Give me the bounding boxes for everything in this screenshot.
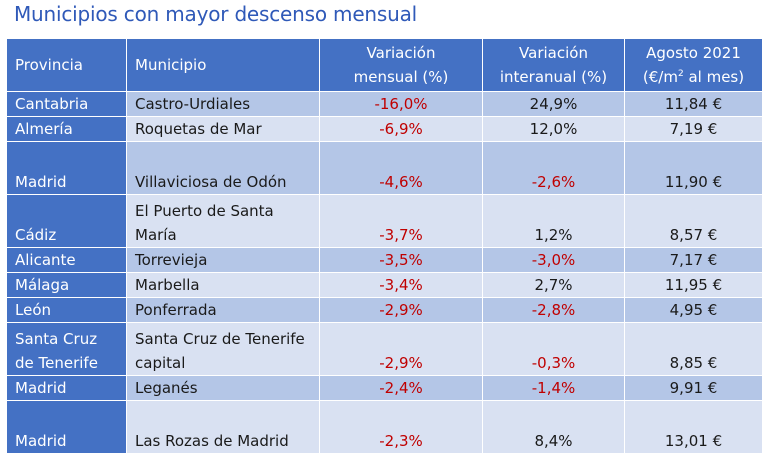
cell-municipio: Santa Cruz de Tenerife capital bbox=[126, 322, 320, 376]
cell-variacion-mensual: -16,0% bbox=[319, 91, 483, 117]
header-variacion-interanual-line1: Variación bbox=[519, 44, 588, 62]
cell-variacion-interanual: -1,4% bbox=[482, 375, 625, 401]
cell-variacion-interanual: 8,4% bbox=[482, 400, 625, 454]
cell-variacion-mensual: -3,7% bbox=[319, 194, 483, 248]
table-title: Municipios con mayor descenso mensual bbox=[14, 2, 418, 26]
cell-municipio: El Puerto de Santa María bbox=[126, 194, 320, 248]
header-agosto-unit-b: al mes) bbox=[683, 68, 745, 86]
cell-variacion-interanual: -0,3% bbox=[482, 322, 625, 376]
cell-provincia: Madrid bbox=[6, 375, 127, 401]
cell-precio: 8,85 € bbox=[624, 322, 763, 376]
cell-municipio: Roquetas de Mar bbox=[126, 116, 320, 142]
cell-precio: 7,17 € bbox=[624, 247, 763, 273]
header-municipio: Municipio bbox=[126, 38, 320, 92]
cell-precio: 7,19 € bbox=[624, 116, 763, 142]
cell-municipio: Ponferrada bbox=[126, 297, 320, 323]
table-row: Alicante Torrevieja -3,5% -3,0% 7,17 € bbox=[6, 247, 763, 273]
cell-provincia: Cádiz bbox=[6, 194, 127, 248]
cell-variacion-interanual: 12,0% bbox=[482, 116, 625, 142]
cell-variacion-mensual: -6,9% bbox=[319, 116, 483, 142]
header-variacion-mensual-line2: mensual (%) bbox=[353, 68, 449, 86]
table-row: Almería Roquetas de Mar -6,9% 12,0% 7,19 € bbox=[6, 116, 763, 142]
cell-municipio: Castro-Urdiales bbox=[126, 91, 320, 117]
cell-provincia: Madrid bbox=[6, 400, 127, 454]
header-variacion-interanual: Variación interanual (%) bbox=[482, 38, 625, 92]
cell-municipio: Villaviciosa de Odón bbox=[126, 141, 320, 195]
cell-municipio: Marbella bbox=[126, 272, 320, 298]
table-body: Cantabria Castro-Urdiales -16,0% 24,9% 11,84… bbox=[6, 91, 763, 454]
header-variacion-mensual: Variación mensual (%) bbox=[319, 38, 483, 92]
header-agosto-unit-sup: 2 bbox=[677, 69, 684, 79]
cell-municipio: Las Rozas de Madrid bbox=[126, 400, 320, 454]
cell-variacion-mensual: -3,5% bbox=[319, 247, 483, 273]
cell-provincia: Alicante bbox=[6, 247, 127, 273]
cell-provincia: León bbox=[6, 297, 127, 323]
cell-variacion-mensual: -3,4% bbox=[319, 272, 483, 298]
cell-precio: 11,84 € bbox=[624, 91, 763, 117]
cell-municipio: Leganés bbox=[126, 375, 320, 401]
table-row: Madrid Las Rozas de Madrid -2,3% 8,4% 13,01 … bbox=[6, 400, 763, 454]
table-row: León Ponferrada -2,9% -2,8% 4,95 € bbox=[6, 297, 763, 323]
header-variacion-interanual-line2: interanual (%) bbox=[499, 68, 608, 86]
table-row: Madrid Villaviciosa de Odón -4,6% -2,6% 11,9… bbox=[6, 141, 763, 195]
cell-variacion-mensual: -2,4% bbox=[319, 375, 483, 401]
cell-precio: 11,90 € bbox=[624, 141, 763, 195]
header-variacion-mensual-line1: Variación bbox=[366, 44, 436, 62]
cell-precio: 13,01 € bbox=[624, 400, 763, 454]
cell-provincia: Almería bbox=[6, 116, 127, 142]
header-agosto-line1: Agosto 2021 bbox=[646, 44, 741, 62]
cell-provincia: Santa Cruz de Tenerife bbox=[6, 322, 127, 376]
cell-variacion-mensual: -2,9% bbox=[319, 297, 483, 323]
cell-precio: 9,91 € bbox=[624, 375, 763, 401]
cell-variacion-interanual: 24,9% bbox=[482, 91, 625, 117]
header-row: Provincia Municipio Variación mensual (%… bbox=[6, 38, 763, 92]
header-agosto-unit-a: (€/m bbox=[642, 68, 678, 86]
cell-variacion-interanual: 1,2% bbox=[482, 194, 625, 248]
cell-precio: 8,57 € bbox=[624, 194, 763, 248]
header-agosto-2021: Agosto 2021 (€/m2 al mes) bbox=[624, 38, 763, 92]
table-row: Cádiz El Puerto de Santa María -3,7% 1,2% 8,… bbox=[6, 194, 763, 248]
cell-variacion-interanual: -2,8% bbox=[482, 297, 625, 323]
cell-provincia: Madrid bbox=[6, 141, 127, 195]
cell-provincia: Cantabria bbox=[6, 91, 127, 117]
cell-municipio: Torrevieja bbox=[126, 247, 320, 273]
cell-variacion-interanual: 2,7% bbox=[482, 272, 625, 298]
cell-variacion-interanual: -2,6% bbox=[482, 141, 625, 195]
cell-variacion-interanual: -3,0% bbox=[482, 247, 625, 273]
header-agosto-line2: (€/m2 al mes) bbox=[633, 65, 754, 89]
table-row: Santa Cruz de Tenerife Santa Cruz de Tene… bbox=[6, 322, 763, 376]
cell-variacion-mensual: -2,3% bbox=[319, 400, 483, 454]
cell-precio: 11,95 € bbox=[624, 272, 763, 298]
header-provincia: Provincia bbox=[6, 38, 127, 92]
table-row: Málaga Marbella -3,4% 2,7% 11,95 € bbox=[6, 272, 763, 298]
table-row: Cantabria Castro-Urdiales -16,0% 24,9% 11,84… bbox=[6, 91, 763, 117]
municipios-table: Provincia Municipio Variación mensual (%… bbox=[6, 38, 763, 454]
cell-variacion-mensual: -4,6% bbox=[319, 141, 483, 195]
cell-precio: 4,95 € bbox=[624, 297, 763, 323]
cell-provincia: Málaga bbox=[6, 272, 127, 298]
cell-variacion-mensual: -2,9% bbox=[319, 322, 483, 376]
table-row: Madrid Leganés -2,4% -1,4% 9,91 € bbox=[6, 375, 763, 401]
